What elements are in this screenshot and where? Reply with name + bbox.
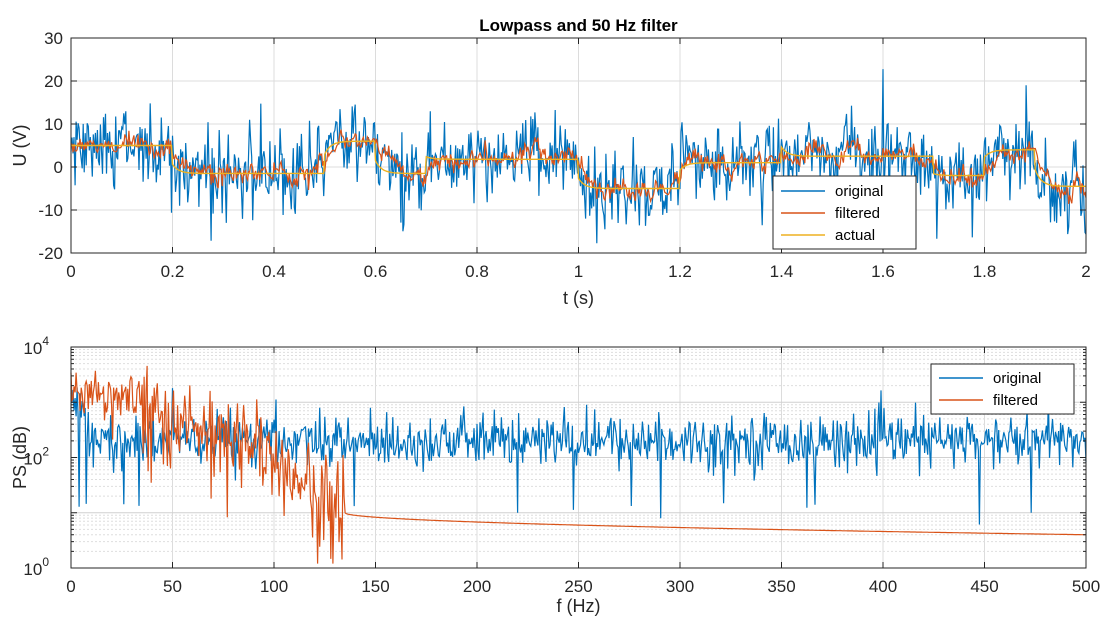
y-axis-label-voltage: U (V) (10, 125, 30, 167)
x-tick-label: 0.4 (262, 262, 286, 281)
x-tick-label: 500 (1072, 577, 1100, 596)
spectrum-tick-labels: 0 50 100 150 200 250 300 350 400 450 500 100 102 104 (23, 334, 1100, 596)
x-tick-label: 300 (666, 577, 694, 596)
x-tick-label: 0 (66, 577, 75, 596)
spectrum-legend-box (930, 363, 1075, 415)
x-axis-label-frequency: f (Hz) (557, 596, 601, 616)
x-tick-label: 100 (260, 577, 288, 596)
y-axis-label-power: PS (dB) (10, 426, 30, 489)
x-tick-label: 1.6 (871, 262, 895, 281)
series-line-filtered (70, 129, 1087, 205)
x-tick-label: 0.2 (161, 262, 185, 281)
time-axes: 0 0.2 0.4 0.6 0.8 1 1.2 1.4 1.6 1.8 2 -20 -10 0 10 20 30… (10, 16, 1091, 308)
x-tick-label: 350 (767, 577, 795, 596)
y-tick-label: -20 (38, 244, 63, 263)
legend-label-original: original (835, 183, 883, 200)
y-tick-label: 104 (23, 334, 49, 358)
x-tick-label: 50 (163, 577, 182, 596)
x-tick-label: 400 (869, 577, 897, 596)
chart-title: Lowpass and 50 Hz filter (479, 16, 678, 35)
x-axis-label-time: t (s) (563, 288, 594, 308)
series-line-original (70, 69, 1087, 244)
x-tick-label: 0 (66, 262, 75, 281)
y-tick-label: 0 (54, 158, 63, 177)
spectrum-legend: original filtered (930, 363, 1075, 415)
series-line-actual (71, 140, 1086, 190)
legend-label-original: original (993, 370, 1041, 387)
x-tick-label: 0.8 (465, 262, 489, 281)
time-series-lines (70, 69, 1087, 244)
x-tick-label: 450 (970, 577, 998, 596)
x-tick-label: 2 (1081, 262, 1090, 281)
time-legend: original filtered actual (772, 175, 917, 250)
y-tick-label: 20 (44, 72, 63, 91)
time-tick-labels: 0 0.2 0.4 0.6 0.8 1 1.2 1.4 1.6 1.8 2 -20 -10 0 10 20 30 (38, 29, 1090, 281)
series-line-original (70, 387, 1087, 525)
y-tick-label: 10 (44, 115, 63, 134)
x-tick-label: 250 (564, 577, 592, 596)
x-tick-label: 1.2 (668, 262, 692, 281)
y-tick-label: 30 (44, 29, 63, 48)
x-tick-label: 1 (574, 262, 583, 281)
x-tick-label: 1.4 (770, 262, 794, 281)
x-tick-label: 200 (463, 577, 491, 596)
legend-label-filtered: filtered (993, 392, 1038, 409)
legend-label-filtered: filtered (835, 205, 880, 222)
series-line-filtered (70, 365, 1086, 564)
legend-label-actual: actual (835, 227, 875, 244)
spectrum-axes: 0 50 100 150 200 250 300 350 400 450 500100102104 … (10, 334, 1100, 616)
x-tick-label: 150 (361, 577, 389, 596)
y-tick-label: 102 (23, 445, 49, 469)
x-tick-label: 1.8 (973, 262, 997, 281)
y-tick-label: 100 (23, 555, 49, 579)
y-tick-label: -10 (38, 201, 63, 220)
spectrum-series-lines (70, 365, 1087, 564)
x-tick-label: 0.6 (364, 262, 388, 281)
